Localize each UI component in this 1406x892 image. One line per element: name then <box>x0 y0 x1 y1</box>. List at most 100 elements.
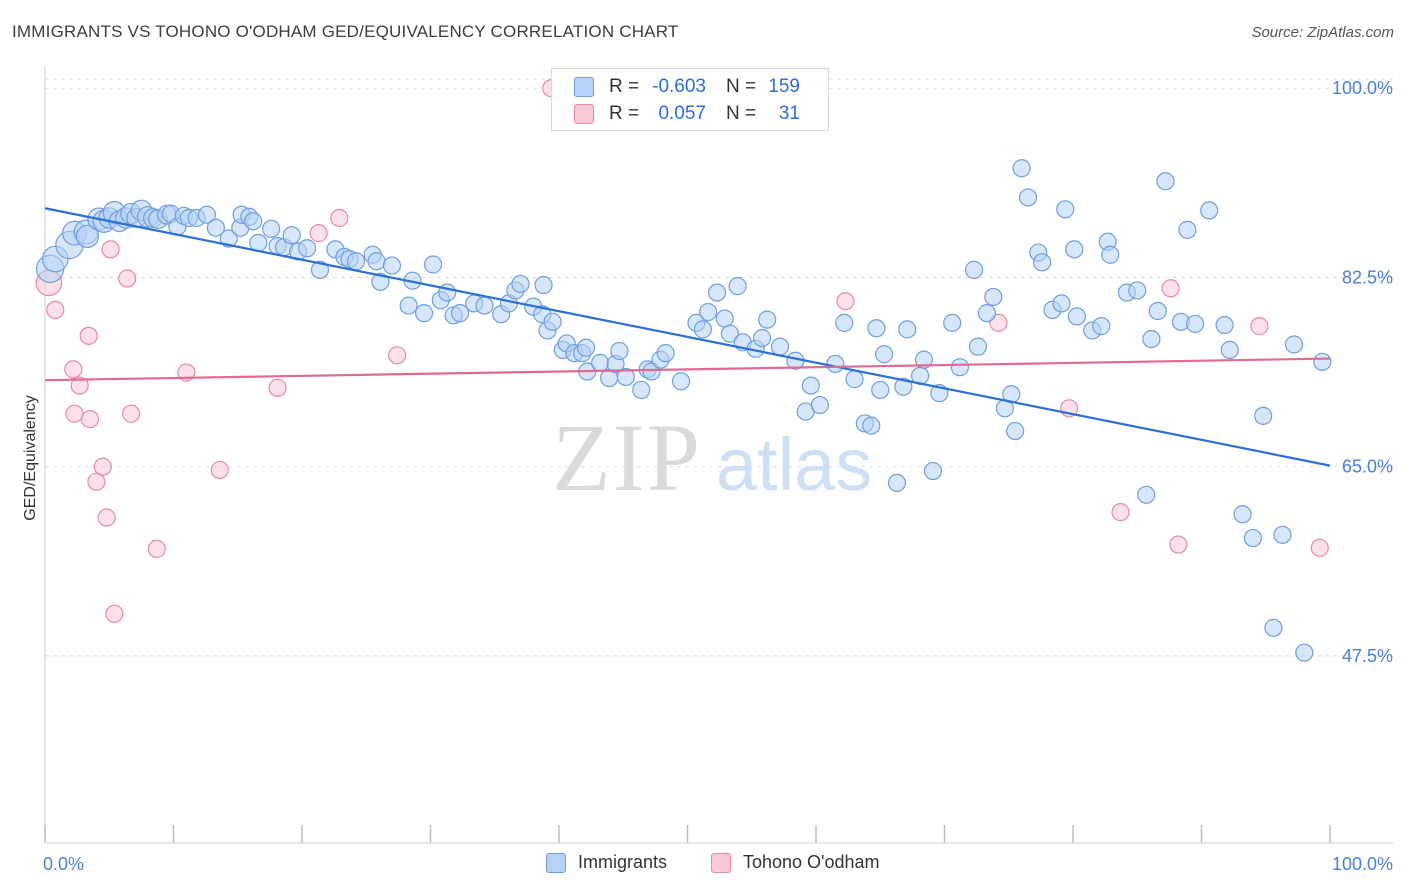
immigrants-point <box>534 275 553 295</box>
x-tick-label: 100.0% <box>1332 854 1393 874</box>
r-label: R = <box>609 76 640 97</box>
immigrants-point <box>244 212 263 231</box>
tohono-point <box>93 457 112 476</box>
y-tick-label: 82.5% <box>1342 267 1393 287</box>
tohono-point <box>65 404 84 423</box>
immigrants-point <box>1185 314 1205 334</box>
source-label: Source: ZipAtlas.com <box>1251 24 1394 41</box>
immigrants-point <box>414 304 434 323</box>
immigrants-point <box>914 350 934 369</box>
immigrants-point <box>835 313 854 332</box>
legend-row-immigrants: R = -0.603 N = 159 <box>574 76 800 98</box>
immigrants-point <box>1313 352 1332 371</box>
tick-labels: 100.0% 82.5% 65.0% 47.5% 0.0% 100.0% <box>43 78 1393 874</box>
immigrants-point <box>752 328 772 348</box>
immigrants-point <box>826 354 845 374</box>
legend-swatch-immigrants <box>574 77 594 97</box>
tohono-trend-line <box>44 357 1331 382</box>
immigrants-point <box>1012 159 1031 178</box>
immigrants-point <box>977 304 997 323</box>
immigrants-point <box>1220 340 1239 360</box>
y-tick-label: 47.5% <box>1342 646 1393 666</box>
immigrants-point <box>298 239 317 258</box>
immigrants-point <box>715 309 734 328</box>
tohono-point <box>118 269 137 288</box>
tohono-point <box>87 472 106 491</box>
n-value: 31 <box>778 103 800 124</box>
immigrants-point <box>964 260 984 279</box>
tohono-point <box>101 240 120 259</box>
immigrants-point <box>1273 525 1292 544</box>
immigrants-point <box>1033 253 1052 272</box>
immigrants-point <box>1295 643 1314 662</box>
r-value: -0.603 <box>652 76 706 97</box>
immigrants-point <box>75 224 100 249</box>
immigrants-point <box>382 256 402 275</box>
immigrants-point <box>1156 172 1175 191</box>
n-label: N = <box>726 76 757 97</box>
immigrants-point <box>943 313 962 332</box>
immigrants-point <box>219 229 238 248</box>
series-immigrants-points <box>35 159 1332 662</box>
tohono-point <box>989 313 1008 332</box>
tohono-point <box>80 410 100 429</box>
immigrants-point <box>1178 220 1197 239</box>
correlation-legend: R = -0.603 N = 159 R = 0.057 N = 31 <box>551 68 829 131</box>
tohono-point <box>97 508 116 527</box>
gridlines <box>45 78 1393 657</box>
immigrants-point <box>1148 301 1167 321</box>
immigrants-point <box>1092 317 1111 336</box>
tohono-point <box>1111 503 1130 522</box>
immigrants-point <box>1067 307 1086 326</box>
immigrants-point <box>770 337 790 356</box>
watermark: ZIP atlas <box>552 404 872 511</box>
immigrants-point <box>758 310 777 329</box>
immigrants-point <box>656 344 675 363</box>
legend-swatch-immigrants <box>546 852 566 873</box>
immigrants-point <box>1254 406 1273 425</box>
immigrants-point <box>632 380 651 400</box>
immigrants-point <box>399 296 418 315</box>
immigrants-point <box>610 341 629 361</box>
immigrants-point <box>671 372 691 391</box>
series-tohono-points <box>35 79 1329 623</box>
immigrants-point <box>950 358 970 377</box>
legend-item-tohono: Tohono O'odham <box>711 852 880 873</box>
immigrants-point <box>475 296 494 315</box>
tohono-point <box>70 376 89 395</box>
immigrants-point <box>968 337 988 356</box>
immigrants-point <box>1065 240 1084 259</box>
immigrants-point <box>1128 281 1147 300</box>
chart-title: IMMIGRANTS VS TOHONO O'ODHAM GED/EQUIVAL… <box>12 22 679 41</box>
immigrants-point <box>1142 329 1161 349</box>
legend-swatch-tohono <box>711 852 731 873</box>
y-tick-label: 100.0% <box>1332 78 1393 98</box>
immigrants-point <box>206 218 226 237</box>
legend-label-immigrants: Immigrants <box>578 852 668 872</box>
legend-item-immigrants: Immigrants <box>546 852 667 873</box>
tohono-point <box>105 604 124 623</box>
immigrants-point <box>576 338 596 357</box>
immigrants-point <box>1215 315 1234 335</box>
tohono-point <box>1310 538 1329 557</box>
tohono-point <box>210 460 229 480</box>
immigrants-trend-line <box>44 207 1331 467</box>
immigrants-point <box>698 302 718 322</box>
immigrants-point <box>591 353 610 372</box>
tohono-point <box>387 346 407 365</box>
immigrants-point <box>923 461 943 481</box>
tohono-point <box>46 300 65 319</box>
immigrants-point <box>887 473 907 493</box>
r-value: 0.057 <box>658 103 706 124</box>
immigrants-point <box>875 345 894 364</box>
tohono-point <box>1250 317 1269 336</box>
immigrants-point <box>1233 505 1252 524</box>
immigrants-point <box>616 367 635 387</box>
immigrants-point <box>867 319 886 338</box>
immigrants-point <box>1243 528 1263 548</box>
immigrants-point <box>543 312 562 331</box>
immigrants-point <box>1006 421 1025 441</box>
immigrants-point <box>984 287 1003 307</box>
immigrants-point <box>310 260 330 279</box>
